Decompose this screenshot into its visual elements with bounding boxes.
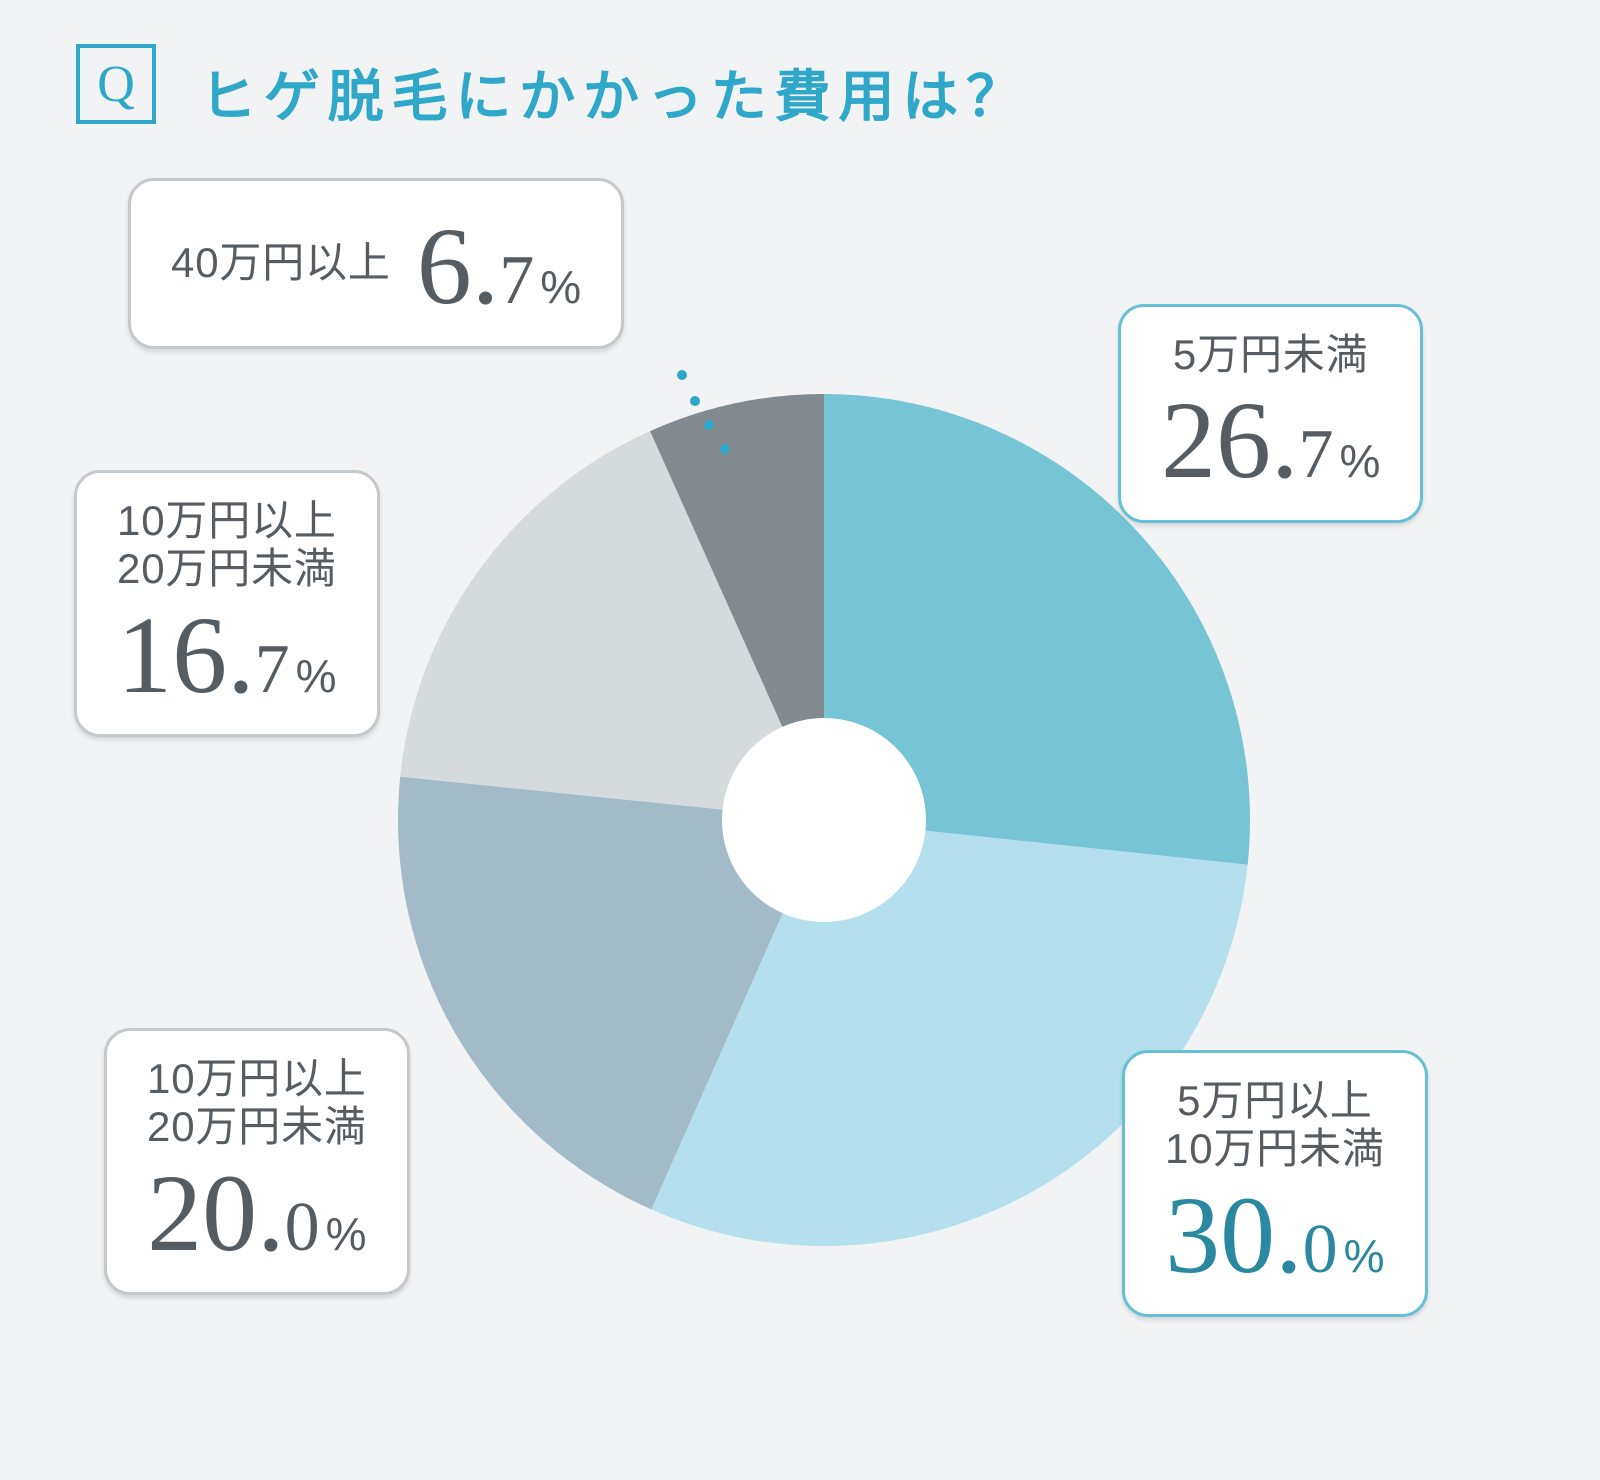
- value-decimal: 0: [1303, 1211, 1338, 1288]
- percent-sign: %: [1344, 1230, 1385, 1282]
- question-badge: Q: [76, 44, 156, 124]
- value-integer: 30.: [1165, 1174, 1303, 1296]
- leader-dot: [677, 370, 687, 380]
- callout-label: 5万円以上10万円未満: [1165, 1077, 1385, 1174]
- callout-label-line: 5万円以上: [1165, 1077, 1385, 1125]
- callout-value: 26.7%: [1161, 385, 1380, 496]
- value-integer: 20.: [147, 1152, 285, 1274]
- value-decimal: 7: [499, 242, 534, 319]
- callout-value: 16.7%: [117, 600, 336, 711]
- callout-value: 6.7%: [417, 211, 581, 322]
- chart-title: ヒゲ脱毛にかかった費用は？: [200, 52, 1030, 133]
- question-letter: Q: [97, 55, 135, 114]
- callout-label-line: 10万円以上: [147, 1055, 367, 1103]
- percent-sign: %: [1340, 435, 1381, 487]
- value-integer: 16.: [117, 594, 255, 716]
- callout: 5万円未満26.7%: [1118, 304, 1423, 523]
- percent-sign: %: [296, 650, 337, 702]
- callout: 5万円以上10万円未満30.0%: [1122, 1050, 1428, 1317]
- callout-label: 10万円以上20万円未満: [147, 1055, 367, 1152]
- callout-value: 20.0%: [147, 1158, 366, 1269]
- leader-dot: [704, 420, 714, 430]
- callout: 10万円以上20万円未満16.7%: [74, 470, 380, 737]
- callout-label-line: 20万円未満: [147, 1103, 367, 1151]
- percent-sign: %: [540, 261, 581, 313]
- callout: 40万円以上 6.7%: [128, 178, 624, 349]
- callout: 10万円以上20万円未満20.0%: [104, 1028, 410, 1295]
- callout-label: 5万円未満: [1161, 331, 1380, 379]
- value-integer: 6.: [417, 205, 500, 327]
- callout-label-line: 20万円未満: [117, 545, 337, 593]
- callout-value: 30.0%: [1165, 1180, 1384, 1291]
- percent-sign: %: [326, 1208, 367, 1260]
- callout-label: 10万円以上20万円未満: [117, 497, 337, 594]
- callout-label-line: 40万円以上: [171, 239, 391, 287]
- chart-canvas: Q ヒゲ脱毛にかかった費用は？ 40万円以上6.7%5万円未満26.7%10万円…: [0, 0, 1600, 1480]
- callout-label-line: 10万円未満: [1165, 1125, 1385, 1173]
- leader-dot: [690, 396, 700, 406]
- value-integer: 26.: [1161, 379, 1299, 501]
- leader-dot: [720, 444, 730, 454]
- callout-label-line: 5万円未満: [1161, 331, 1380, 379]
- value-decimal: 7: [1299, 416, 1334, 493]
- value-decimal: 0: [285, 1189, 320, 1266]
- callout-label: 40万円以上: [171, 239, 391, 287]
- callout-label-line: 10万円以上: [117, 497, 337, 545]
- value-decimal: 7: [255, 631, 290, 708]
- donut-hole: [722, 718, 926, 922]
